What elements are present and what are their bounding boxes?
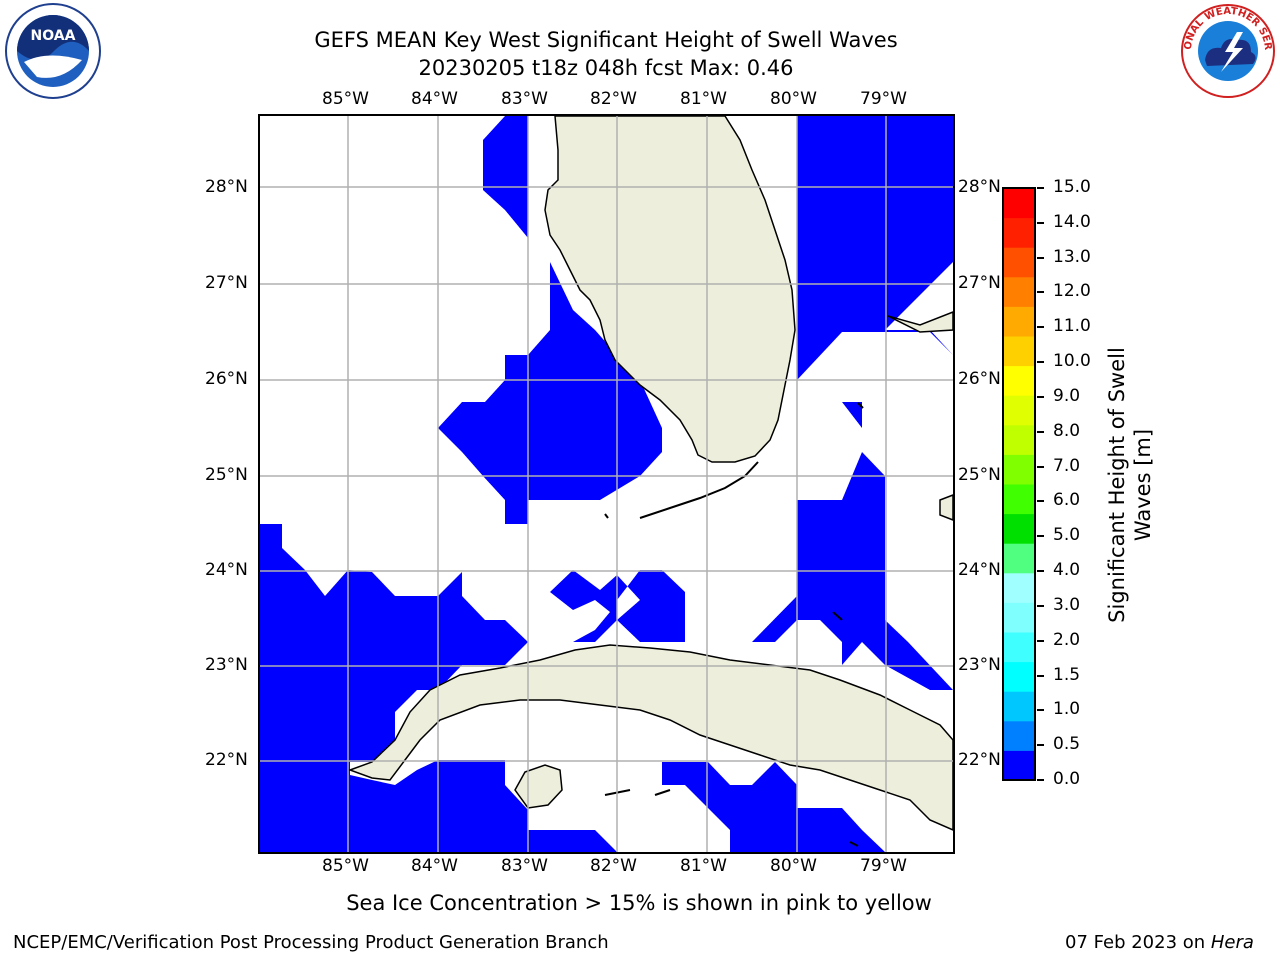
colorbar-tick-mark <box>1037 221 1044 224</box>
colorbar-segment <box>1003 188 1035 219</box>
colorbar-tick-label: 5.0 <box>1053 525 1081 546</box>
colorbar-tick-mark <box>1037 535 1044 538</box>
noaa-logo: NOAA <box>5 3 101 99</box>
map-subtitle: 20230205 t18z 048h fcst Max: 0.46 <box>418 56 794 80</box>
coastline <box>347 115 954 832</box>
colorbar-segment <box>1003 217 1035 248</box>
lat-label-right: 26°N <box>958 369 1001 389</box>
footer-date: 07 Feb 2023 on Hera <box>1065 932 1254 953</box>
colorbar-tick-mark <box>1037 744 1044 747</box>
noaa-logo-text: NOAA <box>31 28 76 44</box>
colorbar-segment <box>1003 572 1035 603</box>
lat-label-right: 23°N <box>958 655 1001 675</box>
colorbar-tick-mark <box>1037 465 1044 468</box>
colorbar-tick-mark <box>1037 709 1044 712</box>
colorbar-segment <box>1003 424 1035 455</box>
lat-label-left: 24°N <box>205 560 248 580</box>
colorbar-tick-mark <box>1037 500 1044 503</box>
lat-label-left: 26°N <box>205 369 248 389</box>
colorbar-tick-label: 1.0 <box>1053 699 1081 720</box>
colorbar-tick-label: 1.5 <box>1053 664 1081 685</box>
colorbar-label: Significant Height of Swell Waves [m] <box>1105 347 1155 623</box>
lon-label-bottom: 79°W <box>860 856 907 876</box>
colorbar-tick-mark <box>1037 639 1044 642</box>
colorbar-tick-label: 14.0 <box>1053 211 1091 232</box>
colorbar-tick-label: 12.0 <box>1053 281 1091 302</box>
colorbar-segment <box>1003 750 1035 781</box>
lon-label-bottom: 84°W <box>411 856 458 876</box>
colorbar-segment <box>1003 276 1035 307</box>
colorbar-segment <box>1003 602 1035 633</box>
colorbar-tick-label: 8.0 <box>1053 420 1081 441</box>
lon-label-bottom: 82°W <box>590 856 637 876</box>
colorbar-segment <box>1003 691 1035 722</box>
colorbar-tick-mark <box>1037 361 1044 364</box>
colorbar-tick-label: 10.0 <box>1053 351 1091 372</box>
colorbar-segment <box>1003 543 1035 574</box>
colorbar-tick-mark <box>1037 256 1044 259</box>
colorbar-segment <box>1003 484 1035 515</box>
colorbar-tick-label: 7.0 <box>1053 455 1081 476</box>
lat-label-right: 28°N <box>958 177 1001 197</box>
colorbar-tick-mark <box>1037 395 1044 398</box>
lon-label-top: 85°W <box>322 89 369 109</box>
lat-label-left: 27°N <box>205 273 248 293</box>
colorbar-tick-label: 2.0 <box>1053 629 1081 650</box>
colorbar-tick-mark <box>1037 326 1044 329</box>
colorbar-segment <box>1003 454 1035 485</box>
lat-label-right: 25°N <box>958 465 1001 485</box>
colorbar-tick-label: 4.0 <box>1053 560 1081 581</box>
lon-label-bottom: 80°W <box>770 856 817 876</box>
graticule <box>258 114 955 854</box>
colorbar-tick-label: 6.0 <box>1053 490 1081 511</box>
lon-label-top: 82°W <box>590 89 637 109</box>
colorbar-tick-mark <box>1037 570 1044 573</box>
colorbar-segment <box>1003 306 1035 337</box>
colorbar-segment <box>1003 632 1035 663</box>
lat-label-right: 22°N <box>958 750 1001 770</box>
lat-label-left: 25°N <box>205 465 248 485</box>
map-panel <box>258 114 955 854</box>
colorbar-tick-mark <box>1037 674 1044 677</box>
colorbar-tick-label: 0.0 <box>1053 769 1081 789</box>
lon-label-bottom: 85°W <box>322 856 369 876</box>
colorbar-segment <box>1003 247 1035 278</box>
lon-label-top: 84°W <box>411 89 458 109</box>
colorbar-tick-mark <box>1037 291 1044 294</box>
lat-label-right: 27°N <box>958 273 1001 293</box>
lon-label-top: 83°W <box>501 89 548 109</box>
nws-logo: NATIONAL WEATHER SERVICE <box>1177 2 1275 98</box>
colorbar-tick-mark <box>1037 604 1044 607</box>
colorbar-segment <box>1003 395 1035 426</box>
colorbar-tick-label: 9.0 <box>1053 385 1081 406</box>
colorbar-tick-mark <box>1037 430 1044 433</box>
colorbar-segment <box>1003 661 1035 692</box>
lon-label-bottom: 81°W <box>680 856 727 876</box>
colorbar-tick-label: 11.0 <box>1053 316 1091 337</box>
colorbar-tick-label: 15.0 <box>1053 177 1091 197</box>
lat-label-left: 23°N <box>205 655 248 675</box>
colorbar <box>1002 187 1036 781</box>
lon-label-bottom: 83°W <box>501 856 548 876</box>
colorbar-tick-mark <box>1037 779 1044 781</box>
colorbar-segment <box>1003 365 1035 396</box>
lon-label-top: 81°W <box>680 89 727 109</box>
colorbar-tick-mark <box>1037 187 1044 189</box>
lat-label-right: 24°N <box>958 560 1001 580</box>
colorbar-segment <box>1003 336 1035 367</box>
footer-branch: NCEP/EMC/Verification Post Processing Pr… <box>13 932 609 953</box>
lat-label-left: 28°N <box>205 177 248 197</box>
florida-keys <box>604 402 864 847</box>
colorbar-segment <box>1003 513 1035 544</box>
colorbar-segment <box>1003 720 1035 751</box>
colorbar-tick-label: 0.5 <box>1053 734 1081 755</box>
footer-host: Hera <box>1210 932 1254 953</box>
map-title: GEFS MEAN Key West Significant Height of… <box>314 28 898 52</box>
lon-label-top: 79°W <box>860 89 907 109</box>
lon-label-top: 80°W <box>770 89 817 109</box>
sea-ice-caption: Sea Ice Concentration > 15% is shown in … <box>346 891 932 915</box>
lat-label-left: 22°N <box>205 750 248 770</box>
colorbar-tick-label: 3.0 <box>1053 594 1081 615</box>
colorbar-tick-label: 13.0 <box>1053 246 1091 267</box>
